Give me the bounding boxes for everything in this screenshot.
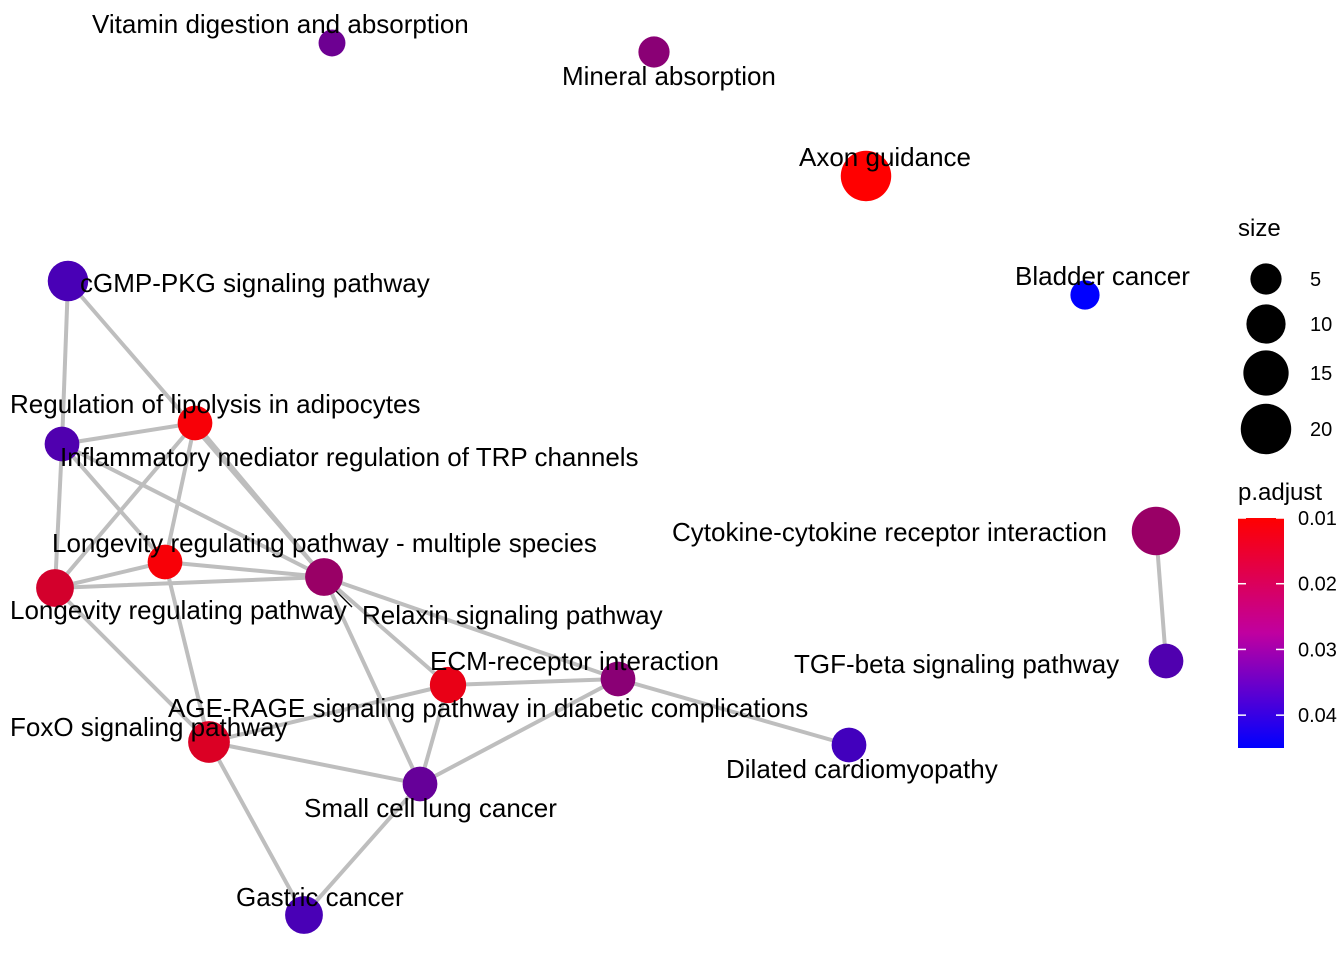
- color-legend-ticks: 0.01 0.02 0.03 0.04: [1238, 508, 1337, 727]
- size-legend-label: 5: [1310, 269, 1321, 291]
- edge-trp-longevity_multi: [60, 442, 167, 564]
- edge-foxo-sclc: [207, 740, 422, 786]
- node-cytokine: [1131, 506, 1181, 556]
- edge-longevity-foxo: [53, 586, 211, 744]
- color-legend-label: 0.03: [1298, 639, 1337, 661]
- node-label-mineral: Mineral absorption: [562, 61, 776, 91]
- node-label-foxo: FoxO signaling pathway: [10, 712, 287, 742]
- node-label-bladder: Bladder cancer: [1015, 261, 1190, 291]
- node-mineral: [638, 36, 670, 68]
- size-legend-label: 20: [1310, 419, 1332, 441]
- edge-agerage-dilated: [616, 677, 851, 747]
- edge-agerage-sclc: [418, 677, 620, 786]
- node-foxo: [188, 721, 230, 763]
- node-label-dilated: Dilated cardiomyopathy: [726, 754, 998, 784]
- node-label-ecm: ECM-receptor interaction: [430, 646, 719, 676]
- node-agerage: [600, 661, 636, 697]
- label-layer: Vitamin digestion and absorption Mineral …: [10, 9, 1190, 912]
- node-lipolysis: [177, 405, 213, 441]
- node-layer: [36, 29, 1184, 934]
- node-dilated: [831, 727, 867, 763]
- node-label-longevity: Longevity regulating pathway: [10, 595, 347, 625]
- node-gastric: [285, 896, 323, 934]
- node-label-cgmp: cGMP-PKG signaling pathway: [80, 268, 430, 298]
- edge-relaxin-ecm: [322, 575, 450, 687]
- node-label-agerage: AGE-RAGE signaling pathway in diabetic c…: [168, 693, 808, 723]
- size-legend-keys: 5 10 15 20: [1240, 263, 1332, 455]
- node-sclc: [402, 766, 438, 802]
- size-legend-key-20: [1240, 403, 1292, 455]
- node-label-axon: Axon guidance: [799, 142, 971, 172]
- node-relaxin: [305, 558, 343, 596]
- node-bladder: [1070, 280, 1100, 310]
- node-label-trp: Inflammatory mediator regulation of TRP …: [60, 442, 639, 472]
- edge-relaxin-sclc: [322, 575, 422, 786]
- size-legend-key-10: [1246, 304, 1286, 344]
- edge-longevity_multi-foxo: [163, 560, 211, 744]
- edge-trp-longevity: [53, 442, 64, 590]
- node-ecm: [429, 666, 467, 704]
- node-vitamin: [318, 29, 346, 57]
- edge-trp-lipolysis: [60, 421, 197, 446]
- edge-lipolysis-longevity: [53, 421, 197, 590]
- node-axon: [840, 150, 892, 202]
- edge-foxo-gastric: [207, 740, 306, 917]
- node-label-vitamin: Vitamin digestion and absorption: [92, 9, 469, 39]
- color-legend-label: 0.01: [1298, 508, 1337, 530]
- node-label-cytokine: Cytokine-cytokine receptor interaction: [672, 517, 1107, 547]
- edge-sclc-gastric: [302, 782, 422, 917]
- node-trp: [44, 426, 80, 462]
- edge-trp-relaxin: [60, 442, 326, 579]
- node-label-tgf: TGF-beta signaling pathway: [794, 649, 1119, 679]
- node-label-longevity_multi: Longevity regulating pathway - multiple …: [52, 528, 597, 558]
- node-longevity_multi: [147, 544, 183, 580]
- edge-longevity_multi-relaxin: [163, 560, 326, 579]
- edge-ecm-foxo: [207, 683, 450, 744]
- size-legend-label: 10: [1310, 314, 1332, 336]
- node-label-sclc: Small cell lung cancer: [304, 793, 557, 823]
- edge-lipolysis-longevity_multi: [163, 421, 197, 564]
- node-label-lipolysis: Regulation of lipolysis in adipocytes: [10, 389, 420, 419]
- color-legend-label: 0.02: [1298, 574, 1337, 596]
- edge-lipolysis-relaxin: [193, 421, 326, 579]
- edge-cgmp-trp: [60, 279, 70, 446]
- size-legend-key-5: [1250, 263, 1282, 295]
- edge-longevity-relaxin: [53, 575, 326, 590]
- edge-ecm-agerage: [446, 677, 620, 687]
- node-cgmp: [47, 260, 89, 302]
- size-legend-key-15: [1243, 350, 1289, 396]
- node-label-gastric: Gastric cancer: [236, 882, 404, 912]
- node-tgf: [1148, 643, 1184, 679]
- size-legend-label: 15: [1310, 363, 1332, 385]
- node-longevity: [36, 569, 74, 607]
- color-legend-title: p.adjust: [1238, 479, 1322, 506]
- color-bar: [1238, 518, 1284, 748]
- edge-relaxin-agerage: [322, 575, 620, 681]
- node-label-relaxin: Relaxin signaling pathway: [362, 600, 663, 630]
- legend: size 5 10 15 20 p.adjust 0.01 0.02 0.03 0.04: [1238, 215, 1337, 748]
- color-legend-label: 0.04: [1298, 705, 1337, 727]
- edge-layer: [53, 279, 1168, 917]
- size-legend-title: size: [1238, 215, 1281, 242]
